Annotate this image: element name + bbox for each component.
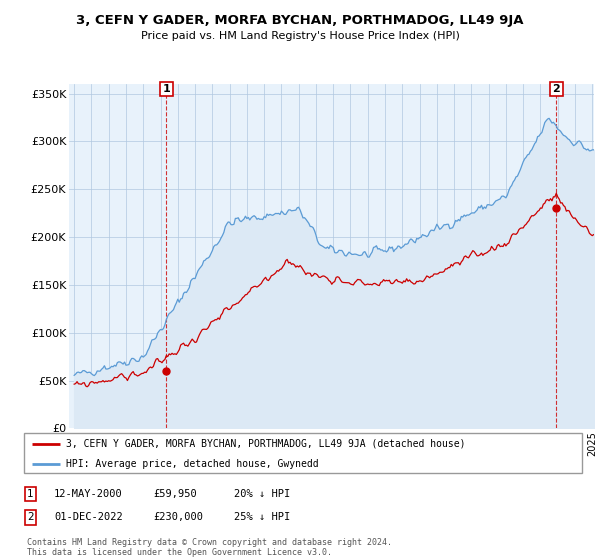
Text: £230,000: £230,000 — [153, 512, 203, 522]
Text: HPI: Average price, detached house, Gwynedd: HPI: Average price, detached house, Gwyn… — [66, 459, 319, 469]
FancyBboxPatch shape — [24, 433, 582, 473]
Text: 3, CEFN Y GADER, MORFA BYCHAN, PORTHMADOG, LL49 9JA: 3, CEFN Y GADER, MORFA BYCHAN, PORTHMADO… — [76, 14, 524, 27]
Text: 1: 1 — [163, 84, 170, 94]
Text: 3, CEFN Y GADER, MORFA BYCHAN, PORTHMADOG, LL49 9JA (detached house): 3, CEFN Y GADER, MORFA BYCHAN, PORTHMADO… — [66, 439, 466, 449]
Text: Contains HM Land Registry data © Crown copyright and database right 2024.
This d: Contains HM Land Registry data © Crown c… — [27, 538, 392, 557]
Text: 20% ↓ HPI: 20% ↓ HPI — [234, 489, 290, 499]
Text: 2: 2 — [553, 84, 560, 94]
Text: 12-MAY-2000: 12-MAY-2000 — [54, 489, 123, 499]
Text: 2: 2 — [27, 512, 34, 522]
Text: 25% ↓ HPI: 25% ↓ HPI — [234, 512, 290, 522]
Text: Price paid vs. HM Land Registry's House Price Index (HPI): Price paid vs. HM Land Registry's House … — [140, 31, 460, 41]
Text: £59,950: £59,950 — [153, 489, 197, 499]
Text: 1: 1 — [27, 489, 34, 499]
Text: 01-DEC-2022: 01-DEC-2022 — [54, 512, 123, 522]
